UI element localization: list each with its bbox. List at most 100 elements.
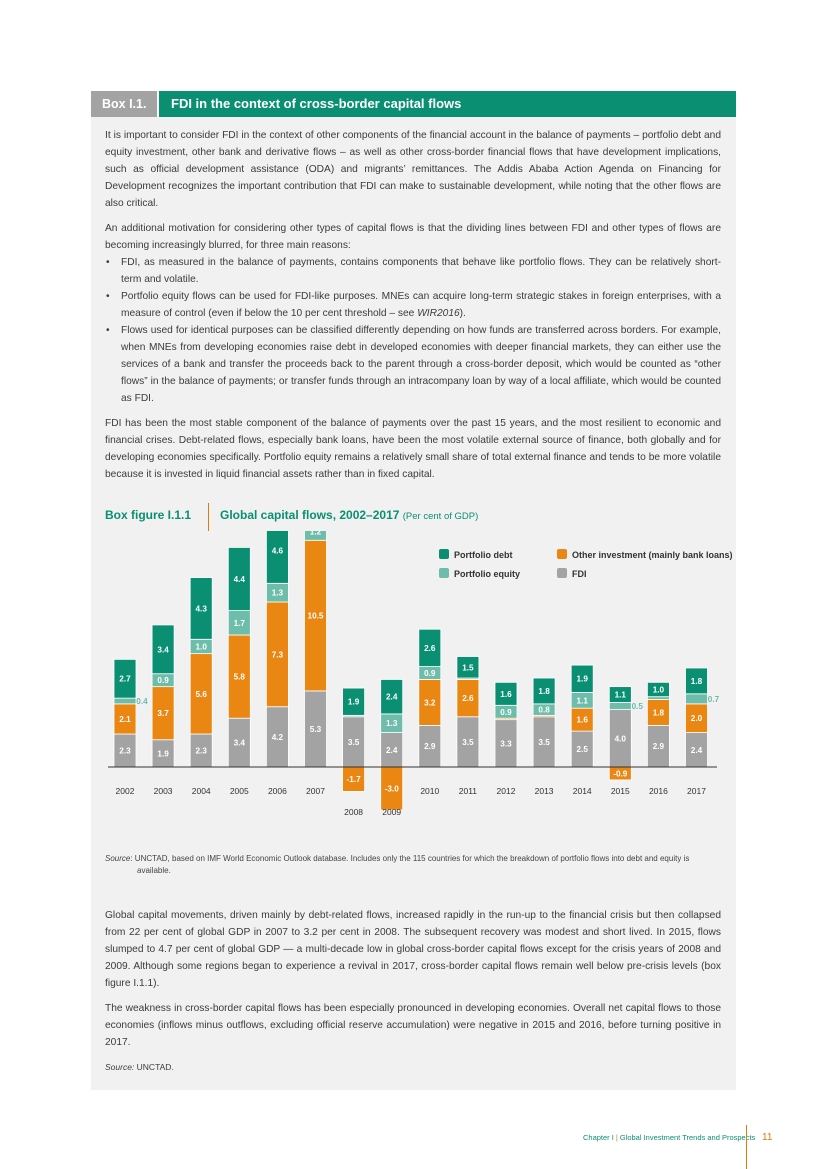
data-label-portfolio-debt-2010: 2.6 bbox=[424, 644, 436, 653]
bar-portfolio-debt-2003 bbox=[151, 624, 175, 675]
list-item-text-end: ). bbox=[459, 308, 466, 319]
x-tick-label-2002: 2002 bbox=[116, 786, 135, 796]
bar-portfolio-equity-2016 bbox=[647, 696, 670, 700]
x-tick-label-2012: 2012 bbox=[497, 786, 516, 796]
data-label-other-investment-mainly-bank-loans-2004: 5.6 bbox=[196, 690, 208, 699]
box-header: Box I.1. FDI in the context of cross-bor… bbox=[91, 91, 736, 117]
legend-label: Portfolio equity bbox=[454, 569, 520, 579]
data-label-fdi-2005: 3.4 bbox=[234, 739, 246, 748]
chart-bars bbox=[113, 531, 708, 811]
x-tick-label-2007: 2007 bbox=[306, 786, 325, 796]
figure-number: Box figure I.1.1 bbox=[105, 508, 192, 522]
footer-title: Global Investment Trends and Prospects bbox=[619, 1133, 756, 1142]
box-number: Box I.1. bbox=[91, 91, 159, 117]
data-label-portfolio-debt-2017: 1.8 bbox=[691, 677, 703, 686]
data-label-fdi-2006: 4.2 bbox=[272, 733, 284, 742]
legend-fdi: FDI bbox=[557, 568, 587, 579]
bar-portfolio-debt-2017 bbox=[685, 667, 708, 695]
figure-title-text: Global capital flows, 2002–2017 bbox=[220, 508, 400, 522]
capital-flows-chart: 2002 2003 2004 2005 2006 2007 2008 2009 2010 2011… bbox=[108, 531, 720, 817]
data-label-fdi-2013: 3.5 bbox=[538, 738, 550, 747]
legend-label: FDI bbox=[572, 569, 587, 579]
box-title: FDI in the context of cross-border capit… bbox=[171, 96, 462, 111]
list-item: Portfolio equity flows can be used for F… bbox=[105, 288, 721, 322]
legend-label: Portfolio debt bbox=[454, 550, 513, 560]
bar-portfolio-debt-2016 bbox=[647, 681, 670, 698]
page-footer: Chapter I | Global Investment Trends and P… bbox=[583, 1133, 755, 1142]
intro-text: It is important to consider FDI in the c… bbox=[105, 127, 721, 491]
source-label: Source bbox=[105, 854, 131, 863]
x-tick-label-2015: 2015 bbox=[611, 786, 630, 796]
data-label-portfolio-equity-2004: 1.0 bbox=[196, 642, 208, 651]
data-label-portfolio-equity-2005: 1.7 bbox=[234, 619, 246, 628]
report-reference: WIR2016 bbox=[417, 308, 460, 319]
data-label-portfolio-equity-2014: 1.1 bbox=[577, 696, 589, 705]
intro-paragraph-3: FDI has been the most stable component o… bbox=[105, 418, 721, 480]
data-label-fdi-2008: 3.5 bbox=[348, 738, 360, 747]
source-text: : UNCTAD, based on IMF World Economic Ou… bbox=[130, 854, 690, 863]
data-label-other-investment-mainly-bank-loans-2014: 1.6 bbox=[577, 716, 589, 725]
bar-portfolio-debt-2009 bbox=[380, 679, 404, 715]
x-axis-labels: 2002 2003 2004 2005 2006 2007 2008 2009 2010 2011… bbox=[116, 786, 707, 817]
legend-portfolio-equity: Portfolio equity bbox=[439, 568, 520, 579]
data-label-fdi-2004: 2.3 bbox=[196, 746, 208, 755]
source-label: Source: bbox=[105, 1062, 135, 1072]
x-tick-label-2009: 2009 bbox=[382, 807, 401, 817]
figure-source: Source: UNCTAD, based on IMF World Econo… bbox=[105, 853, 715, 877]
data-label-other-investment-mainly-bank-loans-2002: 2.1 bbox=[119, 715, 131, 724]
data-label-fdi-2011: 3.5 bbox=[462, 738, 474, 747]
data-label-portfolio-debt-2003: 3.4 bbox=[157, 645, 169, 654]
bar-portfolio-equity-2007 bbox=[304, 531, 327, 541]
x-tick-label-2016: 2016 bbox=[649, 786, 668, 796]
data-label-other-investment-mainly-bank-loans-2009: -3.0 bbox=[385, 785, 400, 794]
data-label-portfolio-debt-2011: 1.5 bbox=[462, 663, 474, 672]
data-label-fdi-2003: 1.9 bbox=[157, 749, 169, 758]
analysis-paragraph-2: The weakness in cross-border capital flo… bbox=[105, 1003, 721, 1048]
data-label-other-investment-mainly-bank-loans-2010: 3.2 bbox=[424, 698, 436, 707]
intro-paragraph-2: An additional motivation for considering… bbox=[105, 223, 721, 251]
x-tick-label-2011: 2011 bbox=[459, 786, 478, 796]
data-label-fdi-2015: 4.0 bbox=[615, 734, 627, 743]
data-label-fdi-2016: 2.9 bbox=[653, 742, 665, 751]
data-label-portfolio-equity-2017: 0.7 bbox=[708, 695, 720, 704]
bar-portfolio-debt-2008 bbox=[342, 687, 366, 716]
data-label-other-investment-mainly-bank-loans-2015: -0.9 bbox=[613, 769, 628, 778]
list-item: FDI, as measured in the balance of payme… bbox=[105, 254, 721, 288]
data-label-other-investment-mainly-bank-loans-2003: 3.7 bbox=[157, 709, 169, 718]
data-label-fdi-2014: 2.5 bbox=[577, 745, 589, 754]
data-label-fdi-2010: 2.9 bbox=[424, 742, 436, 751]
data-label-fdi-2002: 2.3 bbox=[119, 746, 131, 755]
data-label-portfolio-debt-2002: 2.7 bbox=[119, 675, 131, 684]
data-label-fdi-2007: 5.3 bbox=[310, 725, 322, 734]
data-label-portfolio-equity-2015: 0.5 bbox=[632, 702, 644, 711]
data-label-portfolio-debt-2006: 4.6 bbox=[272, 546, 284, 555]
legend-swatch bbox=[557, 549, 567, 559]
footer-chapter: Chapter I bbox=[583, 1133, 614, 1142]
data-label-portfolio-debt-2004: 4.3 bbox=[196, 604, 208, 613]
data-label-other-investment-mainly-bank-loans-2016: 1.8 bbox=[653, 708, 665, 717]
figure-unit: (Per cent of GDP) bbox=[402, 511, 479, 522]
data-label-fdi-2017: 2.4 bbox=[691, 746, 703, 755]
data-label-portfolio-equity-2012: 0.9 bbox=[500, 708, 512, 717]
data-label-other-investment-mainly-bank-loans-2017: 2.0 bbox=[691, 714, 703, 723]
analysis-paragraph-1: Global capital movements, driven mainly … bbox=[105, 910, 721, 989]
data-label-portfolio-equity-2009: 1.3 bbox=[386, 719, 398, 728]
data-label-other-investment-mainly-bank-loans-2007: 10.5 bbox=[308, 612, 324, 621]
page-rule bbox=[746, 1125, 747, 1169]
legend-label: Other investment (mainly bank loans) bbox=[572, 550, 733, 560]
data-label-portfolio-debt-2014: 1.9 bbox=[577, 675, 589, 684]
bar-portfolio-equity-2015 bbox=[608, 702, 632, 711]
x-tick-label-2014: 2014 bbox=[573, 786, 592, 796]
bar-portfolio-debt-2014 bbox=[570, 664, 594, 693]
legend-swatch bbox=[439, 549, 449, 559]
data-label-fdi-2012: 3.3 bbox=[500, 739, 512, 748]
x-tick-label-2017: 2017 bbox=[687, 786, 706, 796]
legend-swatch bbox=[439, 568, 449, 578]
x-tick-label-2008: 2008 bbox=[344, 807, 363, 817]
legend-swatch bbox=[557, 568, 567, 578]
bar-portfolio-debt-2010 bbox=[418, 628, 442, 667]
bar-portfolio-equity-2002 bbox=[113, 697, 137, 705]
analysis-source: Source: UNCTAD. bbox=[105, 1059, 721, 1076]
data-label-portfolio-debt-2005: 4.4 bbox=[234, 575, 246, 584]
source-text-cont: available. bbox=[137, 866, 171, 875]
